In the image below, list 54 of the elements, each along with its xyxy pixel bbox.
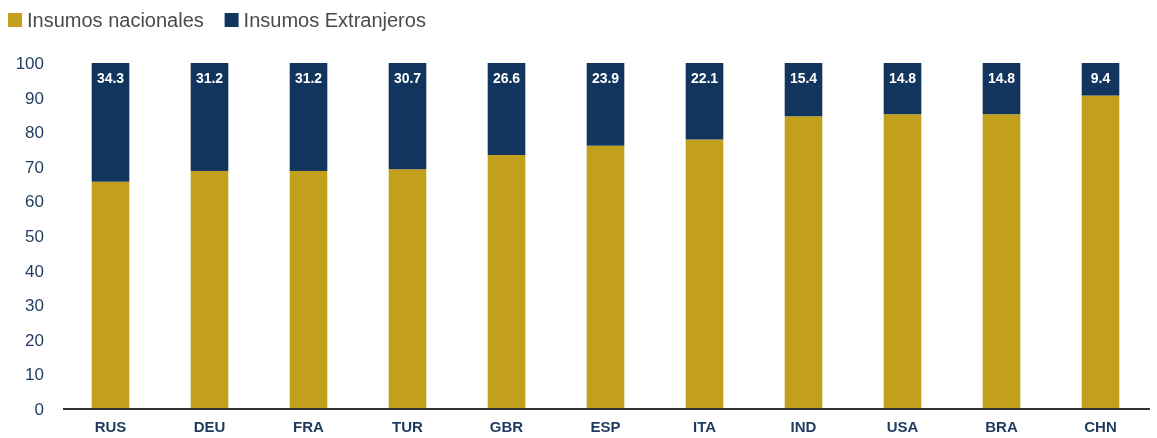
x-tick-label: IND xyxy=(790,418,817,435)
bar xyxy=(685,139,724,409)
x-tick-label: USA xyxy=(886,418,919,435)
x-tick-label: GBR xyxy=(489,418,524,435)
bar xyxy=(190,63,229,171)
data-label: 23.9 xyxy=(591,70,620,86)
bar xyxy=(982,114,1021,409)
bar xyxy=(586,145,625,409)
legend-label: Insumos nacionales xyxy=(27,9,204,31)
bar xyxy=(388,63,427,170)
x-tick-label: RUS xyxy=(94,418,127,435)
x-tick-label: ESP xyxy=(590,418,621,435)
y-tick-label: 30 xyxy=(25,296,44,316)
data-label: 14.8 xyxy=(888,70,917,86)
bar xyxy=(289,63,328,171)
bar xyxy=(487,155,526,409)
y-tick-label: 0 xyxy=(34,399,44,419)
bar xyxy=(91,63,130,182)
data-label: 31.2 xyxy=(294,70,323,86)
x-tick-label: FRA xyxy=(293,418,325,435)
data-label: 14.8 xyxy=(987,70,1016,86)
y-tick-label: 60 xyxy=(25,192,44,212)
legend-label: Insumos Extranjeros xyxy=(243,9,426,31)
bar xyxy=(190,170,229,409)
x-tick-label: TUR xyxy=(392,418,424,435)
y-tick-label: 80 xyxy=(25,123,44,143)
data-label: 34.3 xyxy=(96,70,125,86)
bar xyxy=(91,181,130,409)
data-label: 26.6 xyxy=(492,70,521,86)
x-tick-label: ITA xyxy=(692,418,717,435)
bar xyxy=(685,63,724,140)
x-tick-label: CHN xyxy=(1084,418,1117,435)
bar xyxy=(487,63,526,156)
data-label: 22.1 xyxy=(690,70,719,86)
y-tick-label: 100 xyxy=(15,53,44,73)
data-label: 9.4 xyxy=(1090,70,1111,86)
y-tick-label: 90 xyxy=(25,88,44,108)
data-label: 30.7 xyxy=(393,70,422,86)
bar xyxy=(883,114,922,409)
y-tick-label: 20 xyxy=(25,330,44,350)
y-tick-label: 40 xyxy=(25,261,44,281)
x-tick-label: DEU xyxy=(193,418,226,435)
y-tick-label: 10 xyxy=(25,365,44,385)
data-label: 15.4 xyxy=(789,70,818,86)
data-label: 31.2 xyxy=(195,70,224,86)
y-tick-label: 70 xyxy=(25,157,44,177)
y-tick-label: 50 xyxy=(25,226,44,246)
bar xyxy=(1081,95,1120,409)
bar xyxy=(1081,63,1120,96)
bar xyxy=(388,169,427,409)
bar xyxy=(289,170,328,409)
x-tick-label: BRA xyxy=(985,418,1018,435)
bar xyxy=(784,116,823,409)
bar xyxy=(586,63,625,146)
